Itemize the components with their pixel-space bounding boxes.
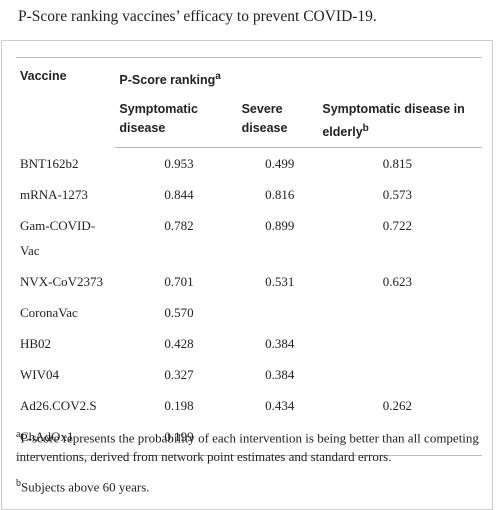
value-cell: 0.570 xyxy=(164,305,194,321)
header-group: P-Score rankinga xyxy=(115,57,482,96)
vaccine-cell: NVX-CoV2373 xyxy=(20,274,104,290)
table-box: Vaccine P-Score rankinga Symptomatic dis… xyxy=(1,40,493,510)
table-row: Gam-COVID-Vac 0.782 0.899 0.722 xyxy=(16,210,482,266)
footnote-mark: b xyxy=(362,123,369,135)
footnote-mark: b xyxy=(16,478,21,490)
table-row: mRNA-1273 0.844 0.816 0.573 xyxy=(16,179,482,210)
column-header-text: Symptomatic disease xyxy=(119,102,198,136)
value-cell: 0.953 xyxy=(164,156,194,172)
value-cell: 0.782 xyxy=(164,218,194,234)
table-row: ChAdOx1 0.199 xyxy=(16,421,482,457)
vaccine-cell: WIV04 xyxy=(20,367,59,383)
header-vaccine: Vaccine xyxy=(16,56,116,148)
footnote-text: Subjects above 60 years. xyxy=(21,479,150,495)
vaccine-cell: ChAdOx1 xyxy=(16,421,116,457)
value-cell: 0.573 xyxy=(382,187,412,203)
column-header-text: Severe disease xyxy=(241,102,288,136)
table-row: CoronaVac 0.570 xyxy=(16,297,482,328)
column-header: Severe disease xyxy=(237,95,319,149)
vaccine-cell: BNT162b2 xyxy=(20,155,79,171)
vaccine-cell: CoronaVac xyxy=(20,305,78,321)
table: Vaccine P-Score rankinga Symptomatic dis… xyxy=(16,56,482,457)
value-cell: 0.815 xyxy=(382,156,412,172)
value-cell xyxy=(318,359,482,390)
table-row: BNT162b2 0.953 0.499 0.815 xyxy=(16,148,482,180)
footnote-mark: a xyxy=(215,71,221,82)
value-cell: 0.434 xyxy=(265,398,295,414)
value-cell xyxy=(238,297,319,328)
value-cell: 0.623 xyxy=(382,274,412,290)
vaccine-cell: Gam-COVID-Vac xyxy=(20,218,96,259)
table-row: HB02 0.428 0.384 xyxy=(16,328,482,359)
value-cell: 0.198 xyxy=(164,398,194,414)
table-row: NVX-CoV2373 0.701 0.531 0.623 xyxy=(16,266,482,297)
value-cell: 0.722 xyxy=(382,218,412,234)
value-cell: 0.531 xyxy=(265,274,295,290)
value-cell: 0.844 xyxy=(164,187,194,203)
value-cell xyxy=(318,328,482,359)
vaccine-cell: mRNA-1273 xyxy=(20,187,88,203)
value-cell xyxy=(318,297,482,328)
value-cell: 0.199 xyxy=(115,421,238,457)
table-row: WIV04 0.327 0.384 xyxy=(16,359,482,390)
table-row: Ad26.COV2.S 0.198 0.434 0.262 xyxy=(16,390,482,421)
value-cell: 0.384 xyxy=(265,367,295,383)
value-cell: 0.701 xyxy=(164,274,194,290)
value-cell: 0.899 xyxy=(265,218,295,234)
vaccine-cell: Ad26.COV2.S xyxy=(20,398,97,414)
value-cell: 0.428 xyxy=(164,336,194,352)
value-cell xyxy=(318,421,482,457)
footnote-mark: a xyxy=(16,429,21,440)
footnote: aP-score represents the probability of e… xyxy=(16,425,482,466)
value-cell: 0.816 xyxy=(265,187,295,203)
value-cell: 0.327 xyxy=(164,367,194,383)
vaccine-cell: HB02 xyxy=(20,336,52,352)
header-group-text: P-Score ranking xyxy=(119,73,216,88)
value-cell xyxy=(237,421,319,457)
footnotes: aP-score represents the probability of e… xyxy=(16,425,482,505)
title: P-Score ranking vaccines’ efficacy to pr… xyxy=(18,8,377,25)
footnote: bSubjects above 60 years. xyxy=(16,474,482,496)
value-cell: 0.262 xyxy=(382,398,412,414)
footnote-text: P-score represents the probability of ea… xyxy=(16,430,479,465)
value-cell: 0.499 xyxy=(265,156,295,172)
column-header: Symptomatic disease xyxy=(115,95,238,149)
value-cell: 0.384 xyxy=(265,336,295,352)
column-header-text: Symptomatic disease in elderly xyxy=(322,102,465,140)
column-header: Symptomatic disease in elderlyb xyxy=(318,95,482,149)
